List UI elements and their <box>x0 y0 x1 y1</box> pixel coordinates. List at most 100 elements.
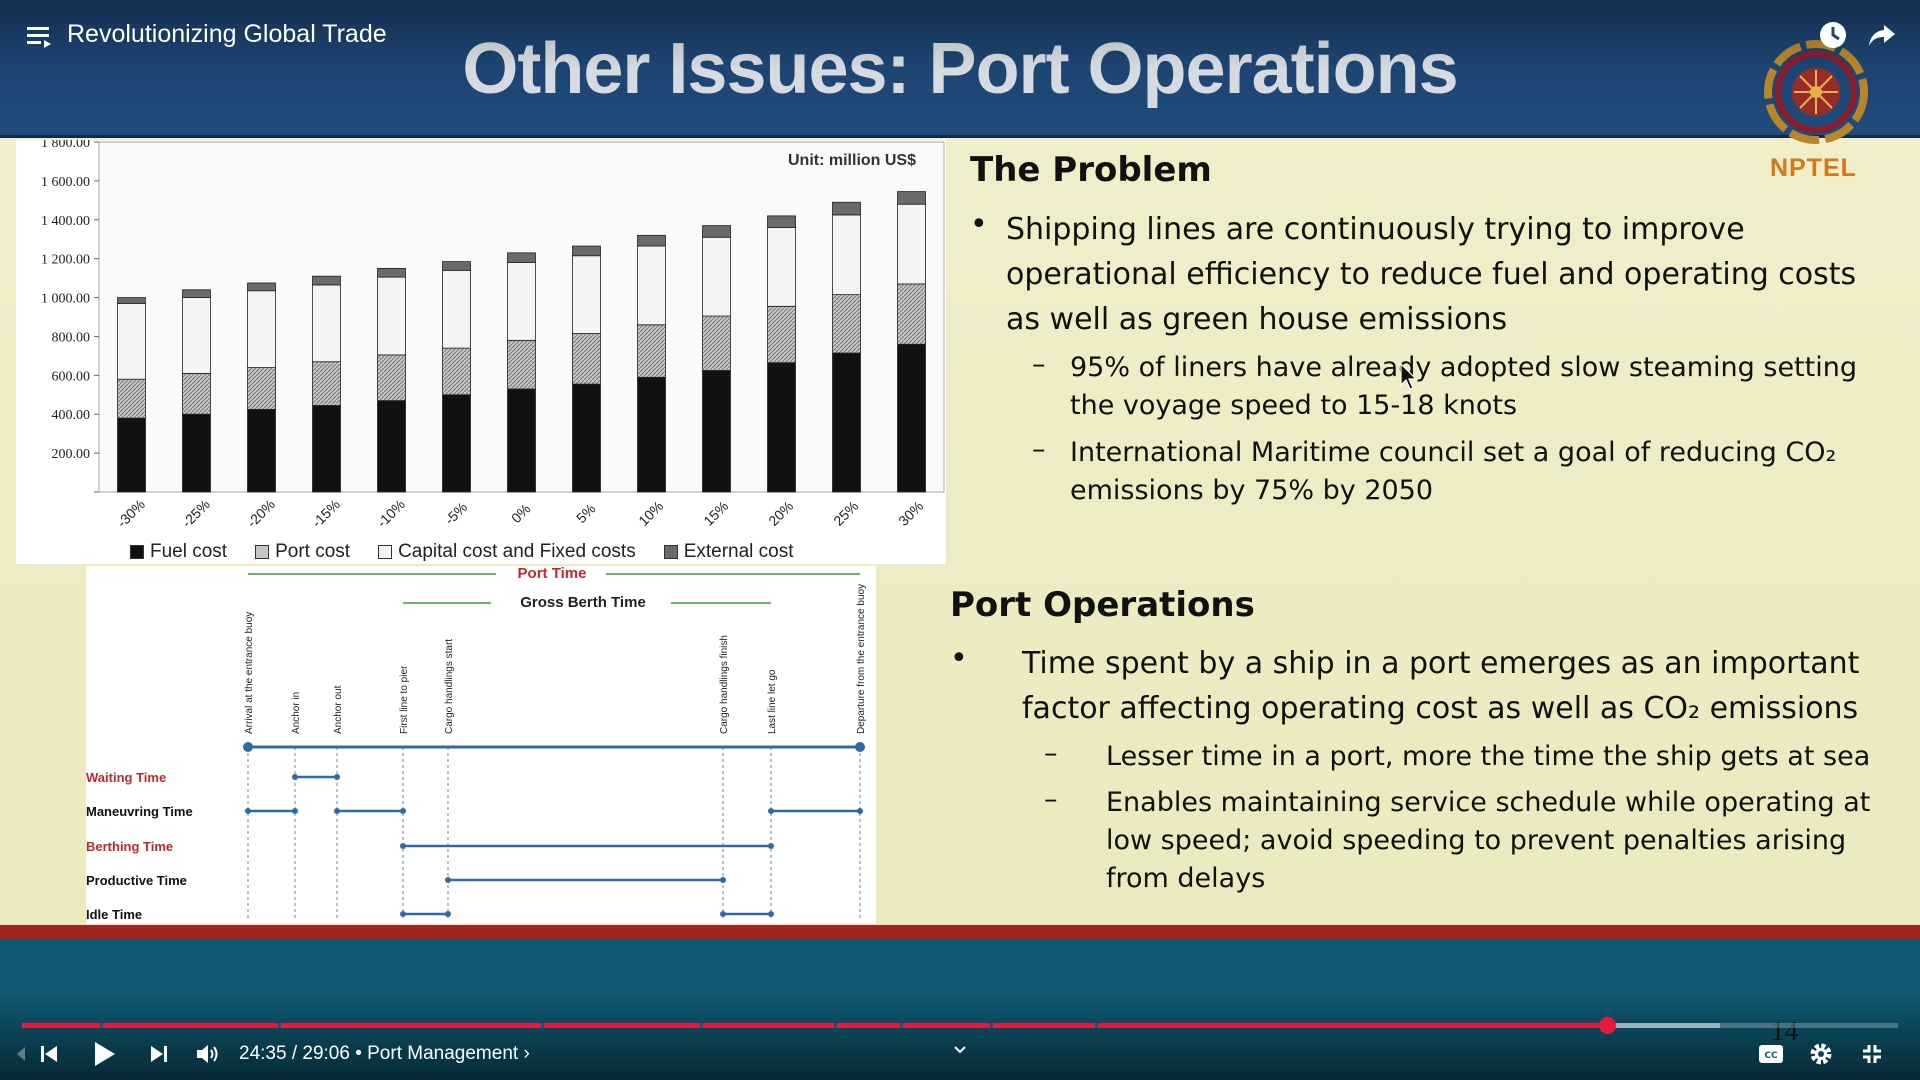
chapter-marker <box>278 1023 281 1028</box>
x-tick-label: 20% <box>765 498 796 529</box>
bar-external-cost-6 <box>507 252 536 263</box>
legend-item: Fuel cost <box>130 541 227 563</box>
chevron-down-icon[interactable] <box>950 1040 970 1060</box>
bar-chart-svg: 200.00 400.00 600.00 800.00 1 000.00 1 200.00… <box>41 140 945 531</box>
bar-external-cost-4 <box>377 267 406 278</box>
event-label: Anchor in <box>291 692 302 734</box>
y-tick-label: 600.00 <box>52 369 91 384</box>
bar-capital-cost-and-fixed-costs-4 <box>377 276 406 356</box>
row-label: Idle Time <box>86 907 142 922</box>
volume-icon[interactable] <box>192 1038 224 1070</box>
event-label: Anchor out <box>333 685 344 734</box>
event-label: Cargo handlings finish <box>719 635 730 734</box>
legend-swatch <box>378 545 393 559</box>
segment-end <box>445 911 451 917</box>
bar-external-cost-11 <box>832 201 861 216</box>
bar-external-cost-7 <box>572 245 601 257</box>
bar-capital-cost-and-fixed-costs-5 <box>442 269 471 349</box>
x-tick-label: 5% <box>573 500 599 526</box>
bar-fuel-cost-1 <box>182 413 211 493</box>
bar-fuel-cost-9 <box>702 370 731 493</box>
x-tick-label: -20% <box>244 496 278 530</box>
legend-label: Port cost <box>275 541 351 562</box>
segment-start <box>720 911 726 917</box>
legend-swatch <box>255 545 270 559</box>
cost-bar-chart: 200.00 400.00 600.00 800.00 1 000.00 1 200.00… <box>16 140 946 564</box>
bar-external-cost-5 <box>442 261 471 271</box>
chapter-marker <box>990 1023 993 1028</box>
y-tick-label: 800.00 <box>52 330 91 345</box>
bar-fuel-cost-2 <box>247 408 276 493</box>
video-title[interactable]: Revolutionizing Global Trade <box>67 20 387 48</box>
dash-marker: – <box>1044 738 1058 769</box>
bar-external-cost-9 <box>702 225 731 238</box>
bar-port-cost-2 <box>247 367 276 410</box>
segment-end <box>857 808 863 814</box>
bar-port-cost-4 <box>377 354 406 402</box>
x-tick-label: 15% <box>700 498 731 529</box>
progress-played <box>22 1023 1608 1028</box>
bar-capital-cost-and-fixed-costs-12 <box>897 203 926 285</box>
bar-fuel-cost-3 <box>312 405 341 493</box>
dash-marker: – <box>1032 349 1046 380</box>
settings-icon[interactable] <box>1806 1039 1836 1069</box>
segment-end <box>720 877 726 883</box>
bullet-dot: • <box>950 641 968 676</box>
event-label: Cargo handlings start <box>444 639 455 734</box>
bar-capital-cost-and-fixed-costs-6 <box>507 262 536 341</box>
bar-fuel-cost-7 <box>572 383 601 493</box>
captions-icon[interactable]: CC <box>1756 1040 1786 1068</box>
chapter-back-icon[interactable] <box>8 1041 34 1067</box>
next-icon[interactable] <box>144 1039 174 1069</box>
slide-number: 14 <box>1771 1016 1798 1046</box>
bar-external-cost-3 <box>312 275 341 286</box>
share-icon[interactable] <box>1864 17 1900 53</box>
slide-title: Other Issues: Port Operations <box>0 28 1920 110</box>
segment-start <box>292 774 298 780</box>
bar-fuel-cost-11 <box>832 352 861 493</box>
segment-start <box>445 877 451 883</box>
bar-external-cost-2 <box>247 282 276 292</box>
legend-label: Capital cost and Fixed costs <box>398 541 636 562</box>
bar-capital-cost-and-fixed-costs-7 <box>572 255 601 334</box>
dash-marker: – <box>1044 784 1058 815</box>
segment-start <box>400 911 406 917</box>
segment-end <box>768 911 774 917</box>
row-label: Berthing Time <box>86 839 173 854</box>
exit-fullscreen-icon[interactable] <box>1857 1039 1887 1069</box>
gross-berth-label: Gross Berth Time <box>520 594 646 611</box>
bar-port-cost-1 <box>182 372 211 415</box>
previous-icon[interactable] <box>34 1039 64 1069</box>
event-label: Arrival at the entrance buoy <box>244 612 255 734</box>
watch-later-icon[interactable] <box>1815 17 1851 53</box>
y-tick-label: 200.00 <box>52 447 91 462</box>
port-ops-sub-1-block: – Lesser time in a port, more the time t… <box>1044 738 1884 776</box>
slide-footer-strip <box>0 925 1920 939</box>
play-icon[interactable] <box>86 1037 122 1071</box>
port-ops-sub-2-block: – Enables maintaining service schedule w… <box>1044 784 1884 898</box>
problem-section: The Problem <box>970 150 1212 190</box>
event-label: Departure from the entrance buoy <box>856 584 867 734</box>
row-label: Maneuvring Time <box>86 804 193 819</box>
progress-scrubber[interactable] <box>1599 1017 1617 1034</box>
bar-port-cost-3 <box>312 361 341 406</box>
bar-fuel-cost-5 <box>442 394 471 493</box>
bar-fuel-cost-4 <box>377 400 406 493</box>
row-label: Productive Time <box>86 873 187 888</box>
x-tick-label: 25% <box>830 498 861 529</box>
bar-port-cost-12 <box>897 283 926 345</box>
port-ops-sub-1: Lesser time in a port, more the time the… <box>1106 741 1871 772</box>
bar-capital-cost-and-fixed-costs-0 <box>117 302 146 380</box>
segment-start <box>768 808 774 814</box>
chapter-marker <box>541 1023 544 1028</box>
time-and-chapter[interactable]: 24:35 / 29:06 • Port Management › <box>239 1043 530 1064</box>
nptel-wordmark: NPTEL <box>1770 154 1857 182</box>
problem-sub-2-block: – International Maritime council set a g… <box>1032 434 1882 510</box>
chapter-marker <box>900 1023 903 1028</box>
svg-text:CC: CC <box>1764 1051 1778 1061</box>
playlist-icon[interactable] <box>22 20 54 52</box>
problem-sub-1: 95% of liners have already adopted slow … <box>1070 352 1857 421</box>
timeline-start <box>243 742 253 752</box>
bar-port-cost-6 <box>507 339 536 390</box>
segment-start <box>400 843 406 849</box>
